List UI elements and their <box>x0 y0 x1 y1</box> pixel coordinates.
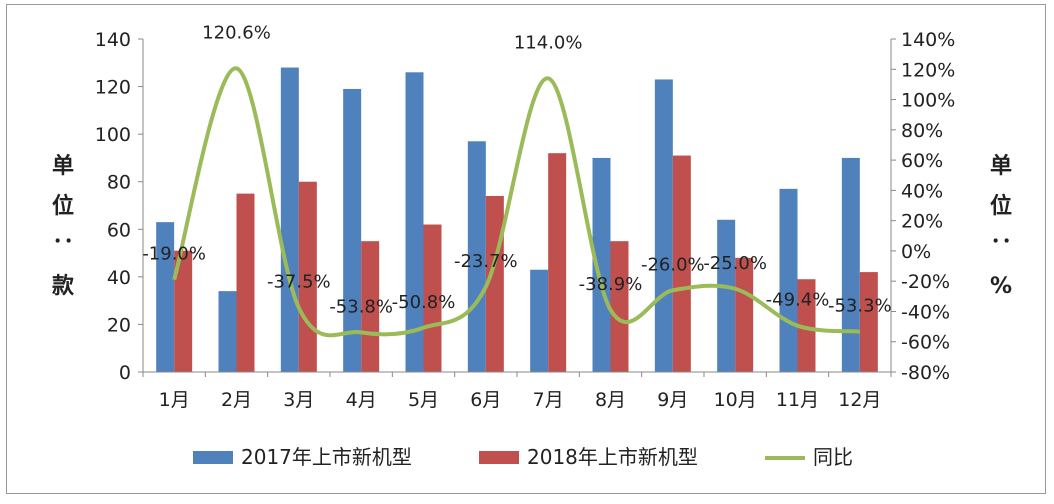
bar-series1 <box>592 157 611 372</box>
y2-tick-label: 40% <box>901 180 943 202</box>
y2-axis-title-char: ： <box>988 235 1013 257</box>
x-tick-label: 12月 <box>838 389 881 411</box>
y-axis-title-char: 款 <box>52 273 75 299</box>
bar-series2 <box>859 272 878 372</box>
x-tick-label: 1月 <box>159 389 190 411</box>
legend: 2017年上市新机型 2018年上市新机型 同比 <box>193 445 853 469</box>
bar-series2 <box>548 153 567 372</box>
bar-series1 <box>280 67 299 373</box>
data-label: -19.0% <box>142 244 206 265</box>
legend-label: 2017年上市新机型 <box>241 445 412 469</box>
bar-series1 <box>717 219 736 372</box>
chart-canvas: 单位：款 单位：% 020406080100120140-80%-60%-40%… <box>50 22 1013 469</box>
bar-series1 <box>218 291 237 372</box>
y2-axis-title: 单位 ：% <box>988 154 1013 299</box>
bar-series2 <box>174 250 193 372</box>
y2-tick-label: 20% <box>901 211 943 233</box>
x-tick-label: 8月 <box>595 389 626 411</box>
bar-series1 <box>654 79 673 372</box>
legend-swatch <box>193 451 233 464</box>
data-label: -50.8% <box>392 292 456 313</box>
line-series-yoy <box>172 66 861 338</box>
data-label: -26.0% <box>641 254 705 275</box>
y-tick-label: 80 <box>107 172 131 194</box>
y2-tick-label: 100% <box>901 90 955 112</box>
legend-label: 2018年上市新机型 <box>527 445 698 469</box>
y2-tick-label: -20% <box>901 271 950 293</box>
x-tick-label: 4月 <box>346 389 377 411</box>
bar-series1 <box>841 157 860 372</box>
y2-axis-title-char: % <box>990 274 1012 299</box>
data-label: -23.7% <box>454 251 518 272</box>
legend-label: 同比 <box>813 445 853 469</box>
bar-series2 <box>423 224 442 372</box>
line-series-group <box>172 66 861 338</box>
y2-tick-label: 80% <box>901 120 943 142</box>
chart-frame: 单位：款 单位：% 0 20 40 60 80 100 120 140 -80% -60% -40%… <box>6 4 1046 494</box>
y-tick-label: 40 <box>107 267 131 289</box>
bar-series2 <box>361 241 380 372</box>
bar-series1 <box>779 188 798 372</box>
y-axis-title-char: 位 <box>52 193 74 219</box>
x-tick-label: 3月 <box>283 389 314 411</box>
bar-series1 <box>405 72 424 373</box>
data-label: -25.0% <box>703 253 767 274</box>
data-labels-group: -19.0% 120.6% -37.5% -53.8%-50.8% -23.7% 114.… <box>142 22 891 317</box>
bar-series1 <box>156 222 175 372</box>
y-tick-label: 20 <box>107 314 131 336</box>
bar-series1 <box>467 141 486 372</box>
x-tick-label: 11月 <box>776 389 819 411</box>
x-tick-label: 2月 <box>221 389 252 411</box>
bar-series2 <box>672 155 691 372</box>
x-tick-label: 5月 <box>408 389 439 411</box>
bar-series2 <box>797 279 816 372</box>
axes-group: 0 20 40 60 80 100 120 140 -80% -60% -40% -20% 0% 20% 4… <box>95 29 956 411</box>
y-tick-label: 140 <box>95 29 131 51</box>
data-label: -37.5% <box>267 272 331 293</box>
y-tick-label: 100 <box>95 124 131 146</box>
x-tick-label: 10月 <box>714 389 757 411</box>
data-label: 114.0% <box>514 32 583 53</box>
y2-tick-label: 60% <box>901 150 943 172</box>
bar-series1 <box>530 269 549 372</box>
legend-swatch <box>479 451 519 464</box>
y-axis-title-char: 单 <box>52 154 74 179</box>
y2-tick-label: 120% <box>901 59 955 81</box>
y-tick-label: 120 <box>95 77 131 99</box>
y2-tick-label: 0% <box>901 241 931 263</box>
y2-tick-label: -80% <box>901 362 950 384</box>
x-tick-label: 6月 <box>470 389 501 411</box>
y2-tick-label: 140% <box>901 29 955 51</box>
bar-series2 <box>298 181 317 372</box>
bar-series2 <box>236 193 255 372</box>
y-tick-label: 0 <box>119 362 131 384</box>
bar-series2 <box>610 241 629 372</box>
data-label: -53.3% <box>828 296 892 317</box>
y2-tick-label: -60% <box>901 332 950 354</box>
y-tick-label: 60 <box>107 219 131 241</box>
data-label: -38.9% <box>579 274 643 295</box>
bar-series1 <box>343 88 362 372</box>
x-tick-label: 9月 <box>657 389 688 411</box>
bar-series2 <box>735 257 754 372</box>
y-axis-title-char: ： <box>50 235 75 257</box>
x-tick-label: 7月 <box>533 389 564 411</box>
data-label: 120.6% <box>202 22 271 43</box>
data-label: -49.4% <box>766 290 830 311</box>
data-label: -53.8% <box>329 296 393 317</box>
y2-tick-label: -40% <box>901 301 950 323</box>
y2-axis-title-char: 单 <box>990 154 1012 179</box>
y-axis-title: 单位 ： 款 <box>50 154 75 299</box>
y2-axis-title-char: 位 <box>990 193 1012 219</box>
bars-group <box>156 67 878 373</box>
